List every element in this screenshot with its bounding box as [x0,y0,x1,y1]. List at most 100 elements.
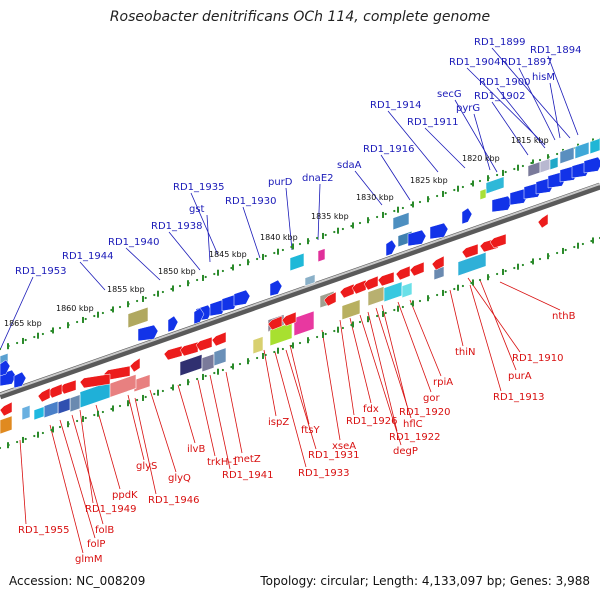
lower-scale-dot [153,392,156,396]
forward-gene-label: RD1_1944 [62,251,113,262]
scale-label: 1855 kbp [107,285,145,294]
reverse-label-line [479,279,517,371]
reverse-label-line [95,404,121,490]
forward-label-line [242,206,261,259]
reverse-gene-arrow [0,401,13,417]
forward-label-line [285,187,293,251]
forward-gene-arrow [429,222,449,240]
reverse-label-line [381,304,408,407]
upper-scale-dot [221,269,224,273]
forward-label-line [380,154,411,201]
lower-scale-dot [256,356,259,360]
reverse-gene-label: glyS [136,461,157,472]
upper-scale-dot [324,233,327,237]
feature-boxes [0,138,600,435]
reverse-gene-label: ispZ [268,417,289,428]
genome-info-text: Topology: circular; Length: 4,133,097 bp… [260,574,590,588]
reverse-gene-arrow [537,213,549,229]
lower-scale-dot [221,368,224,372]
upper-scale-dot [453,188,456,192]
scale-label: 1860 kbp [56,304,94,313]
reverse-label-line [197,379,216,457]
upper-scale-dot [110,308,113,312]
feature-box [383,281,403,303]
lower-scale-dot [281,347,284,351]
forward-gene-label: RD1_1930 [225,196,276,207]
upper-scale-dot [350,224,353,228]
forward-gene-label: RD1_1914 [370,100,421,111]
forward-gene-label: pyrG [456,103,480,114]
feature-box [304,274,316,287]
feature-box [539,158,551,174]
reverse-gene-arrow [79,373,111,389]
forward-gene-label: RD1_1953 [15,266,66,277]
lower-scale-dot [384,311,387,315]
forward-gene-arrow [233,289,251,307]
reverse-gene-arrow [409,261,425,277]
lower-scale-dot [556,251,559,255]
feature-box [57,397,71,415]
forward-gene-arrow [583,156,600,174]
upper-scale-dot [170,287,173,291]
reverse-gene-label: RD1_1955 [18,525,69,536]
forward-gene-label: RD1_1894 [530,45,581,56]
forward-label-line [496,87,546,149]
forward-gene-arrow [461,207,473,225]
upper-scale-dot [316,236,319,240]
reverse-gene-arrow [281,311,297,327]
lower-scale-dot [298,341,302,345]
feature-box [213,347,227,367]
lower-scale-dot [0,446,2,450]
reverse-gene-arrow [461,243,479,259]
lower-scale-dot [24,437,27,441]
forward-gene-label: secG [437,89,462,100]
upper-scale-dot [153,293,156,297]
reverse-gene-arrow [211,331,227,347]
lower-scale-dot [213,371,216,375]
upper-scale-dot [538,158,542,162]
upper-scale-dot [461,185,464,189]
upper-scale-dot [136,299,139,303]
reverse-gene-arrow [431,255,445,271]
upper-scale-dot [281,248,284,252]
upper-scale-dot [290,245,293,249]
reverse-gene-label: trkH-1 [207,457,238,468]
reverse-gene-arrow [351,279,367,295]
lower-scale-dot [230,365,233,369]
upper-scale-dot [50,329,53,333]
label-lines [0,47,579,554]
reverse-gene-label: nthB [552,311,576,322]
feature-box [69,394,81,413]
upper-scale-dot [101,311,104,315]
upper-scale-dot [393,209,396,213]
forward-gene-arrow [385,239,397,257]
upper-scale-dot [341,227,344,231]
upper-scale-dot [401,206,404,210]
feature-box [133,374,151,393]
lower-scale-dot [316,335,319,339]
lower-scale-dot [470,281,473,285]
upper-scale-dot [93,314,96,318]
lower-scale-dot [110,407,113,411]
reverse-label-line [349,317,372,404]
reverse-gene-arrow [489,233,507,249]
reverse-gene-arrow [267,315,283,331]
reverse-gene-label: hflC [403,419,423,430]
reverse-label-line [321,329,341,441]
reverse-gene-label: RD1_1946 [148,495,199,506]
reverse-label-line [367,311,398,432]
upper-scale-dot [238,263,242,267]
upper-scale-dot [256,257,259,261]
reverse-gene-label: fdx [363,404,379,415]
reverse-label-line [274,351,307,468]
upper-scale-dot [76,320,79,324]
feature-box [574,141,590,160]
upper-scale-dot [264,254,267,258]
forward-gene-label: RD1_1935 [173,182,224,193]
lower-scale-dot [273,350,276,354]
lower-scale-dot [290,344,293,348]
forward-gene-arrow [167,315,179,333]
scale-labels: 1815 kbp 1820 kbp 1825 kbp 1830 kbp 1835 kbp… [4,136,549,328]
lower-scale-dot [144,395,147,399]
